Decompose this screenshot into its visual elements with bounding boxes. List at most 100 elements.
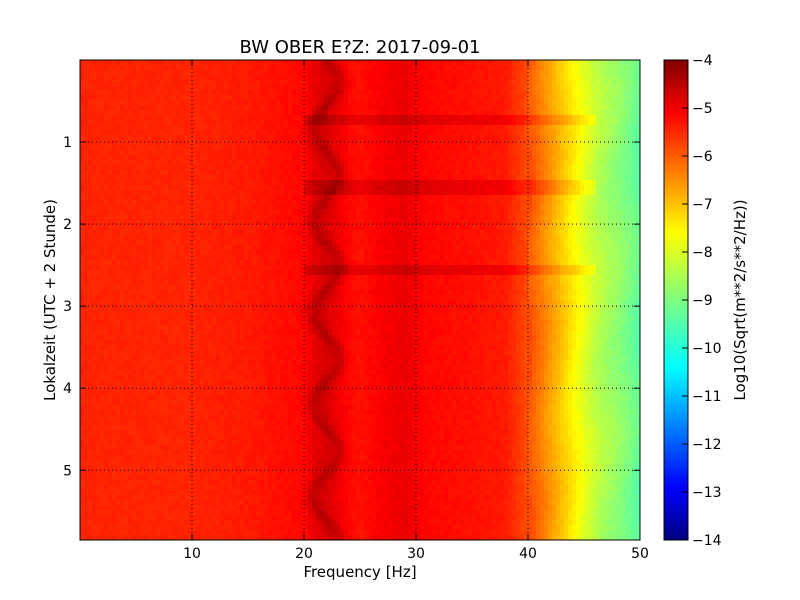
heatmap-cell <box>152 100 157 106</box>
heatmap-cell <box>92 90 97 96</box>
heatmap-cell <box>296 145 301 151</box>
heatmap-cell <box>144 175 149 181</box>
heatmap-cell <box>552 210 557 216</box>
heatmap-cell <box>352 130 357 136</box>
heatmap-cell <box>148 150 153 156</box>
heatmap-cell <box>260 190 265 196</box>
heatmap-cell <box>204 145 209 151</box>
heatmap-cell <box>588 90 593 96</box>
heatmap-cell <box>520 120 525 126</box>
heatmap-cell <box>316 165 321 171</box>
heatmap-cell <box>592 95 597 101</box>
heatmap-cell <box>488 100 493 106</box>
heatmap-cell <box>636 210 640 216</box>
heatmap-cell <box>400 155 405 161</box>
heatmap-cell <box>228 220 233 226</box>
heatmap-cell <box>440 210 445 216</box>
heatmap-cell <box>208 60 213 66</box>
heatmap-cell <box>176 145 181 151</box>
heatmap-cell <box>260 70 265 76</box>
heatmap-cell <box>356 175 361 181</box>
heatmap-cell <box>408 195 413 201</box>
heatmap-cell <box>340 190 345 196</box>
heatmap-cell <box>280 200 285 206</box>
heatmap-cell <box>316 230 321 236</box>
heatmap-cell <box>416 100 421 106</box>
heatmap-cell <box>196 135 201 141</box>
heatmap-cell <box>636 155 640 161</box>
heatmap-cell <box>452 160 457 166</box>
heatmap-cell <box>396 105 401 111</box>
heatmap-cell <box>636 120 640 126</box>
heatmap-cell <box>536 130 541 136</box>
heatmap-cell <box>620 160 625 166</box>
heatmap-cell <box>548 165 553 171</box>
heatmap-cell <box>248 190 253 196</box>
heatmap-cell <box>280 60 285 66</box>
heatmap-cell <box>440 65 445 71</box>
heatmap-cell <box>336 145 341 151</box>
heatmap-cell <box>420 160 425 166</box>
heatmap-cell <box>540 190 545 196</box>
heatmap-cell <box>532 135 537 141</box>
heatmap-cell <box>260 160 265 166</box>
heatmap-cell <box>308 175 313 181</box>
heatmap-cell <box>156 230 161 236</box>
heatmap-cell <box>364 90 369 96</box>
heatmap-cell <box>588 85 593 91</box>
heatmap-cell <box>184 125 189 131</box>
heatmap-cell <box>412 175 417 181</box>
heatmap-cell <box>468 100 473 106</box>
heatmap-cell <box>556 65 561 71</box>
heatmap-cell <box>532 145 537 151</box>
heatmap-cell <box>236 135 241 141</box>
heatmap-cell <box>312 225 317 231</box>
heatmap-cell <box>512 85 517 91</box>
heatmap-cell <box>364 140 369 146</box>
heatmap-cell <box>612 130 617 136</box>
heatmap-cell <box>216 90 221 96</box>
heatmap-cell <box>216 205 221 211</box>
heatmap-cell <box>484 205 489 211</box>
heatmap-cell <box>128 235 133 241</box>
heatmap-cell <box>476 95 481 101</box>
heatmap-cell <box>104 175 109 181</box>
heatmap-cell <box>100 140 105 146</box>
heatmap-cell <box>176 120 181 126</box>
heatmap-cell <box>472 230 477 236</box>
heatmap-cell <box>436 165 441 171</box>
heatmap-cell <box>224 115 229 121</box>
heatmap-cell <box>500 140 505 146</box>
heatmap-cell <box>380 125 385 131</box>
heatmap-cell <box>172 155 177 161</box>
heatmap-cell <box>216 185 221 191</box>
heatmap-cell <box>124 145 129 151</box>
heatmap-cell <box>532 230 537 236</box>
heatmap-cell <box>540 200 545 206</box>
heatmap-cell <box>208 190 213 196</box>
heatmap-cell <box>612 225 617 231</box>
heatmap-cell <box>204 190 209 196</box>
heatmap-cell <box>192 175 197 181</box>
heatmap-cell <box>348 150 353 156</box>
heatmap-cell <box>328 65 333 71</box>
heatmap-cell <box>136 100 141 106</box>
heatmap-cell <box>612 165 617 171</box>
heatmap-cell <box>612 90 617 96</box>
heatmap-cell <box>320 185 325 191</box>
heatmap-cell <box>464 195 469 201</box>
heatmap-cell <box>96 220 101 226</box>
heatmap-cell <box>176 110 181 116</box>
heatmap-cell <box>152 200 157 206</box>
heatmap-cell <box>548 90 553 96</box>
heatmap-cell <box>308 145 313 151</box>
heatmap-cell <box>512 185 517 191</box>
heatmap-cell <box>304 85 309 91</box>
heatmap-cell <box>144 200 149 206</box>
heatmap-cell <box>216 180 221 186</box>
heatmap-cell <box>488 140 493 146</box>
heatmap-cell <box>560 100 565 106</box>
heatmap-cell <box>524 215 529 221</box>
heatmap-cell <box>552 175 557 181</box>
heatmap-cell <box>568 195 573 201</box>
